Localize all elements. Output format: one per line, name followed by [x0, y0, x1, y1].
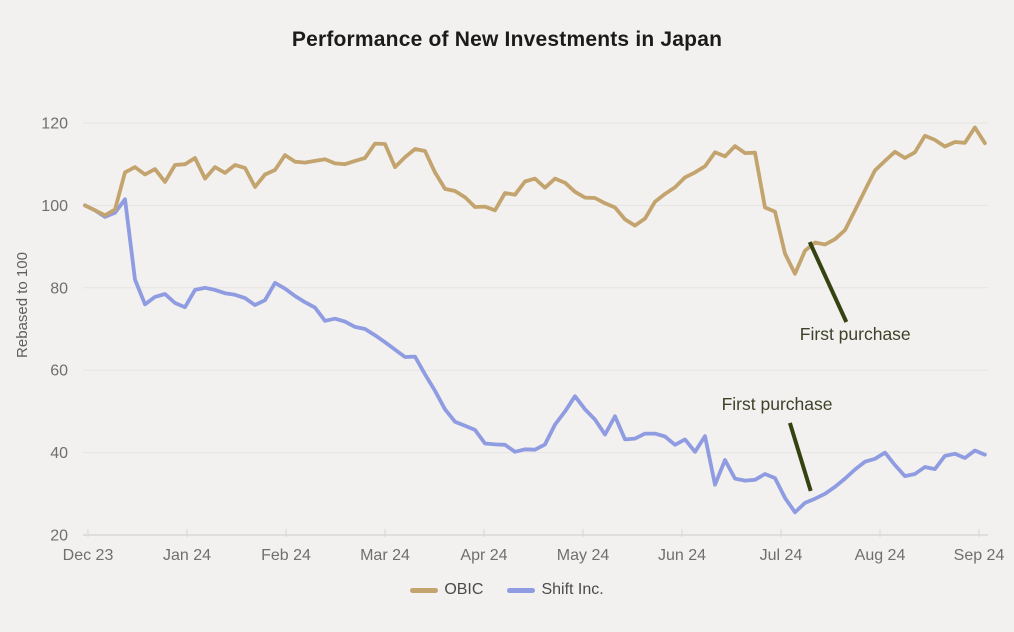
chart-legend: OBIC Shift Inc. — [0, 581, 1014, 599]
x-tick-label: May 24 — [557, 547, 610, 564]
y-tick-label-20: 20 — [50, 528, 68, 545]
annotation-label: First purchase — [722, 394, 833, 414]
x-tick-label: Jan 24 — [163, 547, 211, 564]
y-tick-label-120: 120 — [41, 116, 68, 133]
y-axis-title: Rebased to 100 — [14, 252, 31, 358]
x-tick-label: Feb 24 — [261, 547, 311, 564]
legend-swatch — [507, 587, 536, 593]
legend-label: OBIC — [444, 581, 484, 598]
series-line-shift-inc- — [83, 197, 987, 515]
chart-title: Performance of New Investments in Japan — [291, 28, 723, 51]
annotation-pointer — [787, 422, 813, 492]
legend-item-obic[interactable]: OBIC — [410, 581, 483, 599]
annotation-label: First purchase — [800, 324, 911, 344]
x-tick-label: Jul 24 — [760, 547, 803, 564]
series-line-obic — [83, 125, 987, 276]
x-tick-label: Aug 24 — [855, 547, 906, 564]
y-tick-label-100: 100 — [41, 198, 68, 215]
annotation-pointer — [807, 241, 849, 323]
y-tick-label-60: 60 — [50, 363, 68, 380]
x-tick-label: Apr 24 — [460, 547, 507, 564]
legend-item-shift-inc-[interactable]: Shift Inc. — [507, 581, 604, 599]
y-tick-label-80: 80 — [50, 280, 68, 297]
legend-swatch — [410, 587, 439, 593]
y-tick-label-40: 40 — [50, 445, 68, 462]
x-tick-label: Sep 24 — [954, 547, 1005, 564]
x-tick-label: Dec 23 — [63, 547, 114, 564]
x-tick-label: Mar 24 — [360, 547, 410, 564]
x-tick-label: Jun 24 — [658, 547, 706, 564]
legend-label: Shift Inc. — [541, 581, 604, 598]
